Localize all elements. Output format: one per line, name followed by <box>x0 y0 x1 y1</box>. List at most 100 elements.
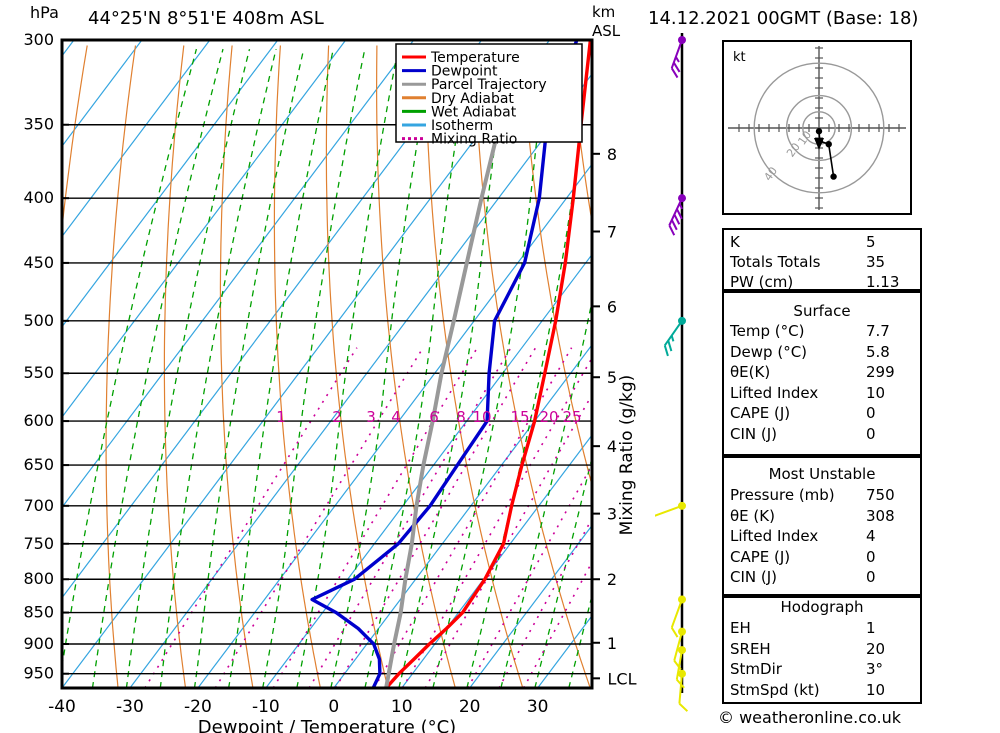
svg-text:Temperature: Temperature <box>430 50 520 66</box>
svg-text:Dewpoint / Temperature (°C): Dewpoint / Temperature (°C) <box>198 717 456 733</box>
hodograph-stat-row-value: 1 <box>866 619 876 637</box>
index-row-value: 1.13 <box>866 273 900 291</box>
index-row-label: PW (cm) <box>730 273 794 291</box>
hodograph-panel: 10 20 40 kt <box>722 40 912 215</box>
svg-text:1: 1 <box>276 408 286 426</box>
svg-text:500: 500 <box>23 311 54 330</box>
hodograph-stat-row-value: 20 <box>866 639 886 658</box>
svg-text:850: 850 <box>23 603 54 622</box>
svg-text:5: 5 <box>607 368 617 387</box>
svg-text:40: 40 <box>761 164 780 183</box>
surface-title: Surface <box>793 302 851 320</box>
indices-panel <box>722 228 922 291</box>
svg-text:6: 6 <box>607 297 617 316</box>
svg-text:3: 3 <box>607 505 617 524</box>
svg-text:3: 3 <box>366 408 376 426</box>
svg-text:7: 7 <box>607 222 617 241</box>
svg-text:0: 0 <box>328 697 339 717</box>
svg-text:Parcel Trajectory: Parcel Trajectory <box>431 77 547 93</box>
surface-row-label: CAPE (J) <box>730 404 791 422</box>
hodograph-stat-row-label: StmDir <box>730 660 782 678</box>
surface-row-label: Temp (°C) <box>730 322 805 340</box>
svg-text:350: 350 <box>23 115 54 134</box>
svg-text:6: 6 <box>429 408 439 426</box>
hodograph-stat-row-value: 10 <box>866 680 886 699</box>
svg-text:-30: -30 <box>116 697 144 717</box>
svg-text:-20: -20 <box>184 697 212 717</box>
most-unstable-row-value: 4 <box>866 527 876 545</box>
most-unstable-row-value: 0 <box>866 568 876 586</box>
index-row-value: 5 <box>866 233 876 251</box>
surface-row-value: 0 <box>866 404 876 422</box>
watermark: © weatheronline.co.uk <box>718 708 901 727</box>
surface-row-label: θE(K) <box>730 363 771 381</box>
svg-text:300: 300 <box>23 30 54 49</box>
page-title: 44°25'N 8°51'E 408m ASL <box>88 8 324 29</box>
surface-row-value: 299 <box>866 363 895 381</box>
index-row-value: 35 <box>866 253 886 271</box>
surface-row-value: 10 <box>866 383 886 402</box>
most-unstable-panel <box>722 456 922 596</box>
surface-row-label: Lifted Index <box>730 383 819 402</box>
most-unstable-row-value: 308 <box>866 506 895 525</box>
index-row-label: Totals Totals <box>730 253 821 271</box>
most-unstable-row-label: CAPE (J) <box>730 547 791 566</box>
svg-text:-10: -10 <box>252 697 280 717</box>
most-unstable-row-value: 750 <box>866 486 895 504</box>
surface-row-label: CIN (J) <box>730 424 778 443</box>
svg-text:2: 2 <box>607 570 617 589</box>
hodograph-stats-panel <box>722 596 922 704</box>
svg-text:4: 4 <box>391 408 401 426</box>
svg-text:800: 800 <box>23 569 54 588</box>
svg-text:950: 950 <box>23 664 54 683</box>
svg-text:10: 10 <box>795 129 814 148</box>
svg-text:550: 550 <box>23 363 54 382</box>
svg-text:400: 400 <box>23 188 54 207</box>
svg-text:600: 600 <box>23 411 54 430</box>
most-unstable-row-label: Lifted Index <box>730 527 819 545</box>
svg-text:20: 20 <box>539 408 558 426</box>
svg-text:LCL: LCL <box>608 669 637 688</box>
svg-text:20: 20 <box>459 697 481 717</box>
surface-panel <box>722 291 922 456</box>
surface-row-value: 0 <box>866 424 876 443</box>
svg-text:8: 8 <box>456 408 466 426</box>
svg-text:650: 650 <box>23 455 54 474</box>
hodograph-stat-row-label: StmSpd (kt) <box>730 680 820 699</box>
most-unstable-row-value: 0 <box>866 547 876 566</box>
svg-text:750: 750 <box>23 534 54 553</box>
svg-text:1: 1 <box>607 634 617 653</box>
svg-text:15: 15 <box>510 408 529 426</box>
surface-row-value: 7.7 <box>866 322 890 340</box>
most-unstable-row-label: θE (K) <box>730 506 775 525</box>
surface-row-value: 5.8 <box>866 342 890 361</box>
hodograph-stats-title: Hodograph <box>780 598 864 616</box>
svg-text:kt: kt <box>733 50 746 65</box>
svg-text:Mixing Ratio: Mixing Ratio <box>431 132 517 148</box>
skewt-diagram: 3003504004505005506006507007508008509009… <box>23 30 637 733</box>
svg-text:4: 4 <box>607 437 617 456</box>
svg-text:30: 30 <box>527 697 549 717</box>
svg-text:Isotherm: Isotherm <box>431 118 493 134</box>
hodograph-stat-row-label: EH <box>730 619 751 637</box>
svg-text:Dewpoint: Dewpoint <box>431 64 498 80</box>
svg-text:900: 900 <box>23 634 54 653</box>
svg-text:-40: -40 <box>48 697 76 717</box>
index-row-label: K <box>730 233 740 251</box>
svg-text:2: 2 <box>332 408 342 426</box>
svg-text:10: 10 <box>472 408 491 426</box>
svg-text:450: 450 <box>23 253 54 272</box>
svg-text:Mixing Ratio (g/kg): Mixing Ratio (g/kg) <box>617 375 637 536</box>
hodograph-stat-row-value: 3° <box>866 660 884 678</box>
surface-row-label: Dewp (°C) <box>730 342 808 361</box>
pressure-unit-label: hPa <box>30 3 59 22</box>
hodograph-stat-row-label: SREH <box>730 639 771 658</box>
datetime-label: 14.12.2021 00GMT (Base: 18) <box>648 8 919 29</box>
wind-barb-column <box>655 33 689 712</box>
most-unstable-title: Most Unstable <box>768 465 876 483</box>
svg-text:Dry Adiabat: Dry Adiabat <box>431 91 514 107</box>
most-unstable-row-label: CIN (J) <box>730 568 778 586</box>
svg-text:25: 25 <box>562 408 581 426</box>
svg-text:700: 700 <box>23 496 54 515</box>
